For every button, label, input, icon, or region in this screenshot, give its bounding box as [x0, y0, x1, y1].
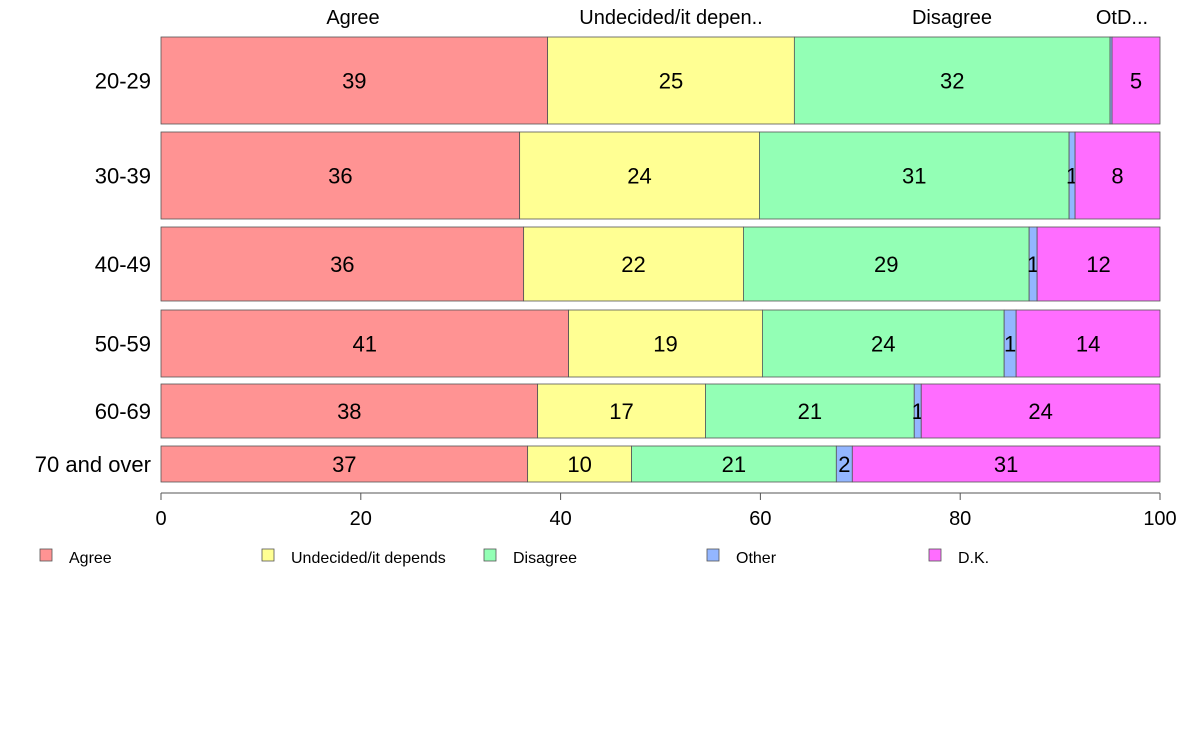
bar-1-4: [1074, 131, 1161, 220]
top-label-0: Agree: [326, 7, 379, 29]
bar-5-2: [631, 445, 837, 483]
bar-label-3-2: 24: [871, 332, 895, 357]
top-label-2: Disagree: [912, 7, 992, 29]
bar-label-2-3: 1: [1027, 252, 1039, 277]
bar-5-0: [160, 445, 529, 483]
category-label-3: 50-59: [95, 332, 151, 357]
legend-label-0: Agree: [69, 550, 112, 567]
bar-0-1: [547, 36, 795, 125]
x-tick-label-2: 40: [549, 508, 571, 530]
bar-5-1: [527, 445, 632, 483]
category-label-2: 40-49: [95, 252, 151, 277]
bar-label-5-2: 21: [722, 452, 746, 477]
bar-label-4-0: 38: [337, 399, 361, 424]
bar-4-4: [920, 383, 1161, 439]
bar-label-3-3: 1: [1004, 332, 1016, 357]
bar-label-1-4: 8: [1111, 164, 1123, 189]
bar-3-4: [1015, 309, 1161, 378]
bar-label-2-2: 29: [874, 252, 898, 277]
x-tick-label-3: 60: [749, 508, 771, 530]
bar-2-2: [743, 226, 1030, 302]
x-tick-label-0: 0: [155, 508, 166, 530]
bar-label-5-1: 10: [567, 452, 591, 477]
legend-swatch-4: [928, 548, 942, 562]
bar-label-1-2: 31: [902, 164, 926, 189]
bar-label-4-3: 1: [912, 399, 924, 424]
bar-label-5-3: 2: [838, 452, 850, 477]
bar-label-5-4: 31: [994, 452, 1018, 477]
bar-2-1: [523, 226, 744, 302]
bar-4-0: [160, 383, 539, 439]
legend-swatch-3: [706, 548, 720, 562]
top-label-3: OtD...: [1096, 7, 1148, 29]
bar-label-0-4: 5: [1130, 69, 1142, 94]
bar-label-2-4: 12: [1086, 252, 1110, 277]
bar-label-3-0: 41: [353, 332, 377, 357]
bar-label-2-1: 22: [621, 252, 645, 277]
x-tick-label-4: 80: [949, 508, 971, 530]
bar-label-5-0: 37: [332, 452, 356, 477]
bar-label-1-0: 36: [328, 164, 352, 189]
bar-5-4: [851, 445, 1161, 483]
bar-3-2: [761, 309, 1005, 378]
bar-label-2-0: 36: [330, 252, 354, 277]
bar-4-1: [537, 383, 706, 439]
bar-label-4-4: 24: [1028, 399, 1052, 424]
bar-label-1-1: 24: [627, 164, 651, 189]
bar-2-4: [1036, 226, 1161, 302]
top-label-1: Undecided/it depen..: [579, 7, 762, 29]
category-label-5: 70 and over: [35, 452, 151, 477]
bar-label-0-1: 25: [659, 69, 683, 94]
bar-3-0: [160, 309, 569, 378]
legend-label-1: Undecided/it depends: [291, 550, 446, 567]
bar-1-2: [759, 131, 1070, 220]
bar-label-0-0: 39: [342, 69, 366, 94]
x-tick-label-1: 20: [350, 508, 372, 530]
bar-0-2: [793, 36, 1111, 125]
legend-label-3: Other: [736, 550, 777, 567]
bar-label-4-2: 21: [798, 399, 822, 424]
bar-2-0: [160, 226, 525, 302]
legend-swatch-1: [261, 548, 275, 562]
bar-1-0: [160, 131, 521, 220]
bar-0-4: [1111, 36, 1161, 125]
category-label-1: 30-39: [95, 164, 151, 189]
bar-label-3-4: 14: [1076, 332, 1100, 357]
legend-swatch-2: [483, 548, 497, 562]
bar-0-0: [160, 36, 549, 125]
bar-4-2: [705, 383, 915, 439]
bar-label-0-2: 32: [940, 69, 964, 94]
category-label-0: 20-29: [95, 69, 151, 94]
category-label-4: 60-69: [95, 399, 151, 424]
legend-label-4: D.K.: [958, 550, 989, 567]
bar-label-4-1: 17: [609, 399, 633, 424]
x-tick-label-5: 100: [1143, 508, 1176, 530]
legend-label-2: Disagree: [513, 550, 577, 567]
bar-1-1: [519, 131, 760, 220]
bar-label-3-1: 19: [653, 332, 677, 357]
legend-swatch-0: [39, 548, 53, 562]
